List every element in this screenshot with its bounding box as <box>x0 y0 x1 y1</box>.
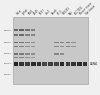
Bar <box>25 63 30 66</box>
Bar <box>42 63 47 66</box>
Bar <box>71 42 76 43</box>
Bar <box>31 53 35 55</box>
Bar <box>77 63 82 66</box>
Bar <box>31 46 35 47</box>
Bar <box>19 63 24 66</box>
Bar <box>71 63 76 66</box>
Bar <box>13 17 88 84</box>
Text: A549: A549 <box>33 9 41 16</box>
Bar <box>14 42 18 43</box>
Bar <box>19 34 24 36</box>
Text: SGC7901: SGC7901 <box>74 5 84 16</box>
Bar <box>37 63 41 66</box>
Text: HEK293: HEK293 <box>62 6 72 16</box>
Bar <box>19 42 24 43</box>
Text: K562: K562 <box>27 9 35 16</box>
Text: DEFA1: DEFA1 <box>90 62 98 66</box>
Text: 10kDa-: 10kDa- <box>4 74 12 75</box>
Bar <box>60 42 64 43</box>
Bar <box>14 34 18 36</box>
Bar <box>66 46 70 47</box>
Text: Cos7: Cos7 <box>45 9 52 16</box>
Bar <box>31 42 35 43</box>
Text: 40kDa-: 40kDa- <box>4 42 12 43</box>
Bar <box>60 53 64 55</box>
Bar <box>14 57 18 58</box>
Bar <box>14 53 18 55</box>
Bar <box>14 63 18 66</box>
Bar <box>25 42 30 43</box>
Bar <box>31 57 35 58</box>
Text: HeLa: HeLa <box>16 9 23 16</box>
Bar <box>60 63 64 66</box>
Bar <box>60 46 64 47</box>
Text: MCF7: MCF7 <box>39 8 47 16</box>
Bar <box>71 46 76 47</box>
Bar <box>19 29 24 31</box>
Bar <box>54 53 58 55</box>
Text: Jurkat: Jurkat <box>22 8 30 16</box>
Text: 15kDa-: 15kDa- <box>4 63 12 64</box>
Bar <box>14 46 18 47</box>
Bar <box>25 34 30 36</box>
Text: 60kDa-: 60kDa- <box>4 30 12 31</box>
Bar <box>25 53 30 55</box>
Bar <box>54 63 59 66</box>
Bar <box>83 63 87 66</box>
Bar <box>54 42 58 43</box>
Bar <box>25 46 30 47</box>
Bar <box>66 63 70 66</box>
Bar <box>54 46 58 47</box>
Text: Raji: Raji <box>68 10 74 16</box>
Text: Rat tissue: Rat tissue <box>85 5 97 16</box>
Bar <box>31 29 35 31</box>
Bar <box>19 57 24 58</box>
Bar <box>14 29 18 31</box>
Bar <box>25 57 30 58</box>
Text: 25kDa-: 25kDa- <box>4 53 12 54</box>
Bar <box>31 63 36 66</box>
Bar <box>19 53 24 55</box>
Bar <box>66 42 70 43</box>
Bar <box>19 46 24 47</box>
Bar <box>25 29 30 31</box>
Text: PC-3: PC-3 <box>56 9 63 16</box>
Text: Daudi: Daudi <box>50 8 58 16</box>
Text: Mouse tissue: Mouse tissue <box>79 2 94 16</box>
Bar <box>31 34 35 36</box>
Bar <box>48 63 53 66</box>
